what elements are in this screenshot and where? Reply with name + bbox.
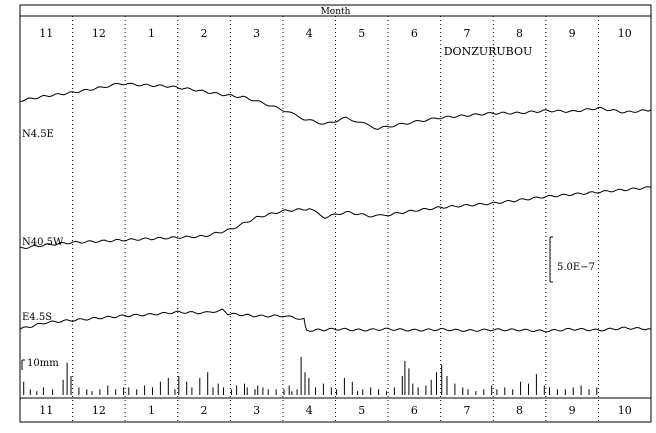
month-label: 7 <box>463 27 470 40</box>
series-line-e4-5s <box>19 308 652 333</box>
month-label: 7 <box>463 404 470 417</box>
series-label-n40-5w: N40.5W <box>22 237 64 248</box>
month-label: 11 <box>39 27 53 40</box>
month-label: 5 <box>358 404 365 417</box>
month-label: 8 <box>516 27 523 40</box>
series-label-n4-5e: N4.5E <box>22 129 54 140</box>
month-label: 5 <box>358 27 365 40</box>
month-label: 1 <box>148 27 155 40</box>
month-label: 9 <box>569 27 576 40</box>
tilt-series <box>19 82 652 333</box>
month-label: 6 <box>411 27 418 40</box>
chart-frame <box>19 4 652 423</box>
month-label: 1 <box>148 404 155 417</box>
scale-label: 5.0E−7 <box>557 262 595 273</box>
rain-scale-label: 10mm <box>27 358 59 369</box>
rainfall-bars <box>23 357 598 395</box>
series-line-n40-5w <box>19 186 652 250</box>
month-grid <box>72 16 599 422</box>
month-label: 2 <box>201 404 208 417</box>
month-labels-top: 11 12 1 2 3 4 5 6 7 8 9 10 <box>39 27 631 40</box>
month-label: 10 <box>618 27 632 40</box>
month-label: 2 <box>201 27 208 40</box>
series-label-e4-5s: E4.5S <box>22 312 52 323</box>
month-label: 12 <box>92 404 106 417</box>
month-label: 3 <box>253 27 260 40</box>
station-name: DONZURUBOU <box>444 45 533 58</box>
month-label: 3 <box>253 404 260 417</box>
chart-labels: Month DONZURUBOU N4.5E N40.5W E4.5S 5.0E−7 10m… <box>21 7 595 370</box>
month-label: 11 <box>39 404 53 417</box>
month-label: 9 <box>569 404 576 417</box>
month-label: 6 <box>411 404 418 417</box>
month-label: 4 <box>306 27 313 40</box>
month-label: 10 <box>618 404 632 417</box>
chart-title: Month <box>321 7 351 17</box>
month-label: 12 <box>92 27 106 40</box>
month-label: 8 <box>516 404 523 417</box>
series-line-n4-5e <box>19 82 652 131</box>
month-label: 4 <box>306 404 313 417</box>
month-labels-bottom: 11 12 1 2 3 4 5 6 7 8 9 10 <box>39 404 631 417</box>
outer-border <box>19 4 652 423</box>
